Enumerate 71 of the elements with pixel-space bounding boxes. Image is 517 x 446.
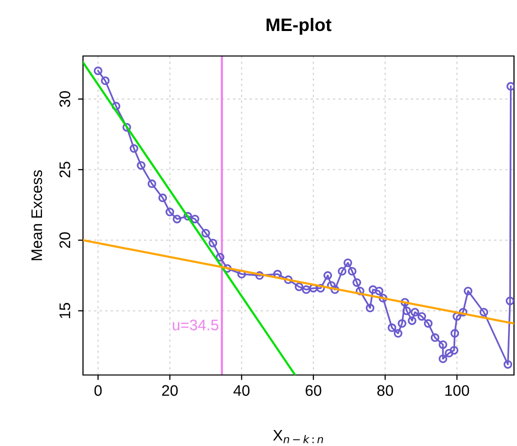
point — [506, 82, 514, 91]
point — [408, 316, 416, 325]
point — [330, 285, 340, 294]
y-tick-label: 20 — [59, 232, 70, 248]
point — [100, 76, 110, 86]
point — [273, 270, 282, 278]
point — [452, 312, 462, 321]
point — [190, 214, 200, 224]
point — [122, 122, 132, 132]
chart-title: ME-plot — [266, 18, 332, 35]
point — [316, 284, 325, 292]
point — [424, 319, 433, 328]
point — [208, 238, 218, 248]
annotation: u=34.5 — [172, 320, 218, 330]
point — [344, 258, 352, 268]
point — [255, 271, 264, 280]
x-tick-label: 60 — [306, 385, 322, 396]
point — [356, 286, 364, 296]
y-axis-title: Mean Excess — [31, 170, 42, 260]
x-tick-label: 0 — [94, 385, 102, 396]
point — [464, 286, 472, 296]
point — [366, 304, 374, 312]
point — [444, 348, 454, 358]
point — [394, 329, 402, 338]
point — [237, 270, 246, 278]
point — [327, 281, 336, 290]
point — [201, 228, 210, 238]
point — [458, 308, 468, 316]
point — [166, 208, 174, 216]
point — [183, 212, 192, 221]
point — [430, 333, 440, 342]
point — [480, 308, 488, 316]
point — [438, 354, 448, 364]
point — [112, 102, 120, 110]
y-tick-label: 15 — [60, 302, 70, 318]
point — [410, 308, 420, 316]
point — [378, 294, 388, 302]
x-tick-label: 100 — [445, 385, 470, 396]
y-tick-label: 25 — [59, 162, 70, 178]
point — [450, 329, 460, 338]
x-axis-title: X$_{n−k:n}$ — [273, 430, 324, 444]
point — [504, 360, 512, 369]
point — [94, 66, 102, 76]
point — [216, 252, 224, 262]
x-tick-label: 20 — [162, 385, 178, 396]
point — [136, 161, 146, 170]
point — [222, 264, 232, 273]
point — [302, 285, 311, 294]
point — [374, 286, 384, 296]
x-tick-label: 40 — [233, 385, 250, 396]
point — [506, 296, 514, 306]
point — [398, 319, 406, 328]
point — [368, 285, 378, 294]
point — [294, 282, 304, 292]
point — [348, 266, 356, 276]
point — [402, 306, 412, 316]
point — [400, 298, 410, 307]
x-tick-label: 80 — [377, 385, 394, 396]
point — [417, 312, 426, 321]
point — [284, 275, 293, 284]
point — [450, 346, 458, 355]
point — [388, 323, 396, 332]
point — [352, 278, 362, 287]
point — [130, 144, 138, 153]
point — [323, 271, 332, 280]
point — [438, 340, 448, 349]
point — [148, 179, 156, 188]
point — [338, 266, 346, 276]
y-tick-label: 30 — [59, 91, 70, 107]
point — [158, 194, 167, 202]
point — [172, 214, 182, 224]
